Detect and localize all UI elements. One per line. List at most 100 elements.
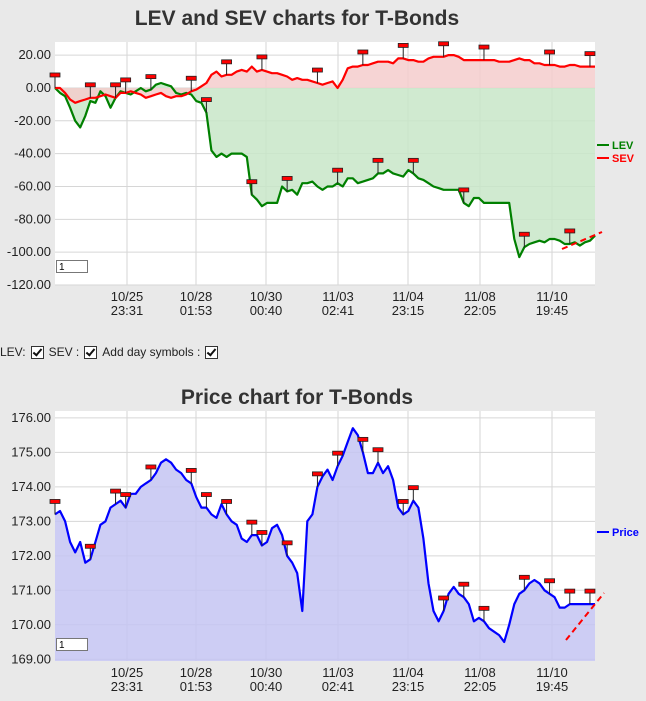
x-tick-time: 01:53 bbox=[180, 679, 213, 694]
sev-checkbox[interactable] bbox=[84, 345, 98, 359]
x-tick-date: 11/04 bbox=[392, 289, 424, 304]
x-tick-date: 11/10 bbox=[536, 665, 568, 680]
day-marker bbox=[372, 447, 384, 453]
y-tick-label: 173.00 bbox=[11, 513, 51, 528]
chart1-trend-line bbox=[561, 231, 603, 250]
day-marker bbox=[357, 49, 369, 55]
y-tick-label: 174.00 bbox=[11, 479, 51, 494]
legend-lev-label: LEV bbox=[612, 140, 634, 152]
day-marker bbox=[397, 43, 409, 48]
chart2-page-input[interactable]: 1 bbox=[56, 638, 88, 651]
day-marker bbox=[221, 499, 232, 504]
x-tick-time: 23:15 bbox=[392, 679, 425, 694]
day-marker bbox=[120, 77, 132, 83]
day-marker bbox=[372, 157, 384, 163]
day-marker bbox=[312, 471, 323, 477]
x-tick-date: 10/28 bbox=[180, 665, 213, 680]
x-tick-date: 11/04 bbox=[392, 665, 424, 680]
x-tick-date: 10/30 bbox=[250, 289, 283, 304]
y-tick-label: -60.00 bbox=[14, 178, 51, 193]
series-fill-price bbox=[55, 428, 595, 661]
x-tick-date: 10/25 bbox=[111, 665, 144, 680]
chart1-day-markers bbox=[49, 41, 596, 248]
legend-price-label: Price bbox=[612, 527, 639, 539]
chart2-y-ticks: 176.00 175.00 174.00 173.00 172.00 171.00 170.… bbox=[11, 410, 51, 666]
chart2-lines bbox=[54, 427, 595, 644]
day-marker bbox=[120, 492, 132, 497]
day-marker bbox=[201, 97, 212, 103]
x-tick-date: 11/08 bbox=[464, 289, 496, 304]
x-tick-date: 11/08 bbox=[464, 665, 496, 680]
chart1-legend: LEV SEV bbox=[597, 140, 635, 165]
day-marker bbox=[478, 44, 490, 50]
chart2-legend: Price bbox=[597, 527, 639, 539]
x-tick-time: 00:40 bbox=[250, 679, 283, 694]
day-marker bbox=[357, 436, 369, 442]
day-marker bbox=[332, 450, 344, 456]
day-symbols-checkbox[interactable] bbox=[205, 345, 219, 359]
day-marker bbox=[544, 49, 555, 55]
day-marker bbox=[407, 157, 419, 163]
day-marker bbox=[49, 499, 61, 504]
chart2-trend-line bbox=[565, 592, 605, 641]
x-tick-time: 00:40 bbox=[250, 303, 283, 318]
y-tick-label: 20.00 bbox=[18, 47, 51, 62]
day-marker bbox=[49, 72, 61, 78]
x-tick-date: 10/25 bbox=[111, 289, 144, 304]
x-tick-date: 11/03 bbox=[322, 289, 354, 304]
day-marker bbox=[584, 51, 596, 57]
y-tick-label: -40.00 bbox=[14, 146, 51, 161]
chart1-grid bbox=[55, 42, 595, 286]
day-marker bbox=[281, 176, 293, 181]
series-fill-lev bbox=[55, 83, 595, 258]
day-marker bbox=[185, 468, 197, 473]
y-tick-label: -80.00 bbox=[14, 211, 51, 226]
y-tick-label: 171.00 bbox=[11, 582, 51, 597]
day-marker bbox=[201, 492, 212, 497]
day-marker bbox=[281, 540, 293, 546]
series-line-sev bbox=[55, 54, 595, 104]
chart-controls: LEV: SEV : Add day symbols : bbox=[0, 345, 221, 359]
series-line-lev bbox=[54, 81, 596, 259]
x-tick-time: 23:31 bbox=[111, 303, 144, 318]
series-line-price bbox=[54, 427, 595, 644]
day-marker bbox=[458, 187, 470, 193]
x-tick-time: 23:15 bbox=[392, 303, 425, 318]
x-tick-time: 22:05 bbox=[464, 679, 497, 694]
day-marker bbox=[246, 179, 258, 185]
day-marker bbox=[110, 488, 121, 494]
day-marker bbox=[584, 588, 596, 594]
chart2-day-markers bbox=[49, 436, 596, 622]
y-tick-label: 172.00 bbox=[11, 548, 51, 563]
chart1-y-ticks: 20.00 0.00 -20.00 -40.00 -60.00 -80.00 -100.00… bbox=[7, 47, 51, 292]
day-marker bbox=[145, 74, 157, 80]
day-marker bbox=[397, 499, 409, 504]
day-marker bbox=[145, 464, 157, 470]
y-tick-label: 169.00 bbox=[11, 651, 51, 666]
day-marker bbox=[84, 543, 96, 549]
day-marker bbox=[185, 75, 197, 81]
day-marker bbox=[564, 228, 576, 234]
sev-checkbox-label: SEV : bbox=[48, 345, 80, 359]
day-marker bbox=[438, 595, 449, 601]
y-tick-label: -100.00 bbox=[7, 244, 51, 259]
day-marker bbox=[256, 530, 268, 535]
day-marker bbox=[332, 167, 344, 173]
chart2-fills bbox=[55, 428, 595, 661]
x-tick-time: 01:53 bbox=[180, 303, 213, 318]
x-tick-time: 22:05 bbox=[464, 303, 497, 318]
x-tick-date: 11/10 bbox=[536, 289, 568, 304]
chart1-page-input[interactable]: 1 bbox=[56, 260, 88, 273]
x-tick-time: 02:41 bbox=[322, 303, 355, 318]
chart2-title: Price chart for T-Bonds bbox=[181, 386, 413, 409]
y-tick-label: 176.00 bbox=[11, 410, 51, 425]
y-tick-label: -120.00 bbox=[7, 277, 51, 292]
lev-checkbox[interactable] bbox=[30, 345, 44, 359]
chart1-lines bbox=[54, 54, 596, 259]
x-tick-date: 11/03 bbox=[322, 665, 354, 680]
day-marker bbox=[438, 41, 449, 47]
day-marker bbox=[84, 82, 96, 88]
